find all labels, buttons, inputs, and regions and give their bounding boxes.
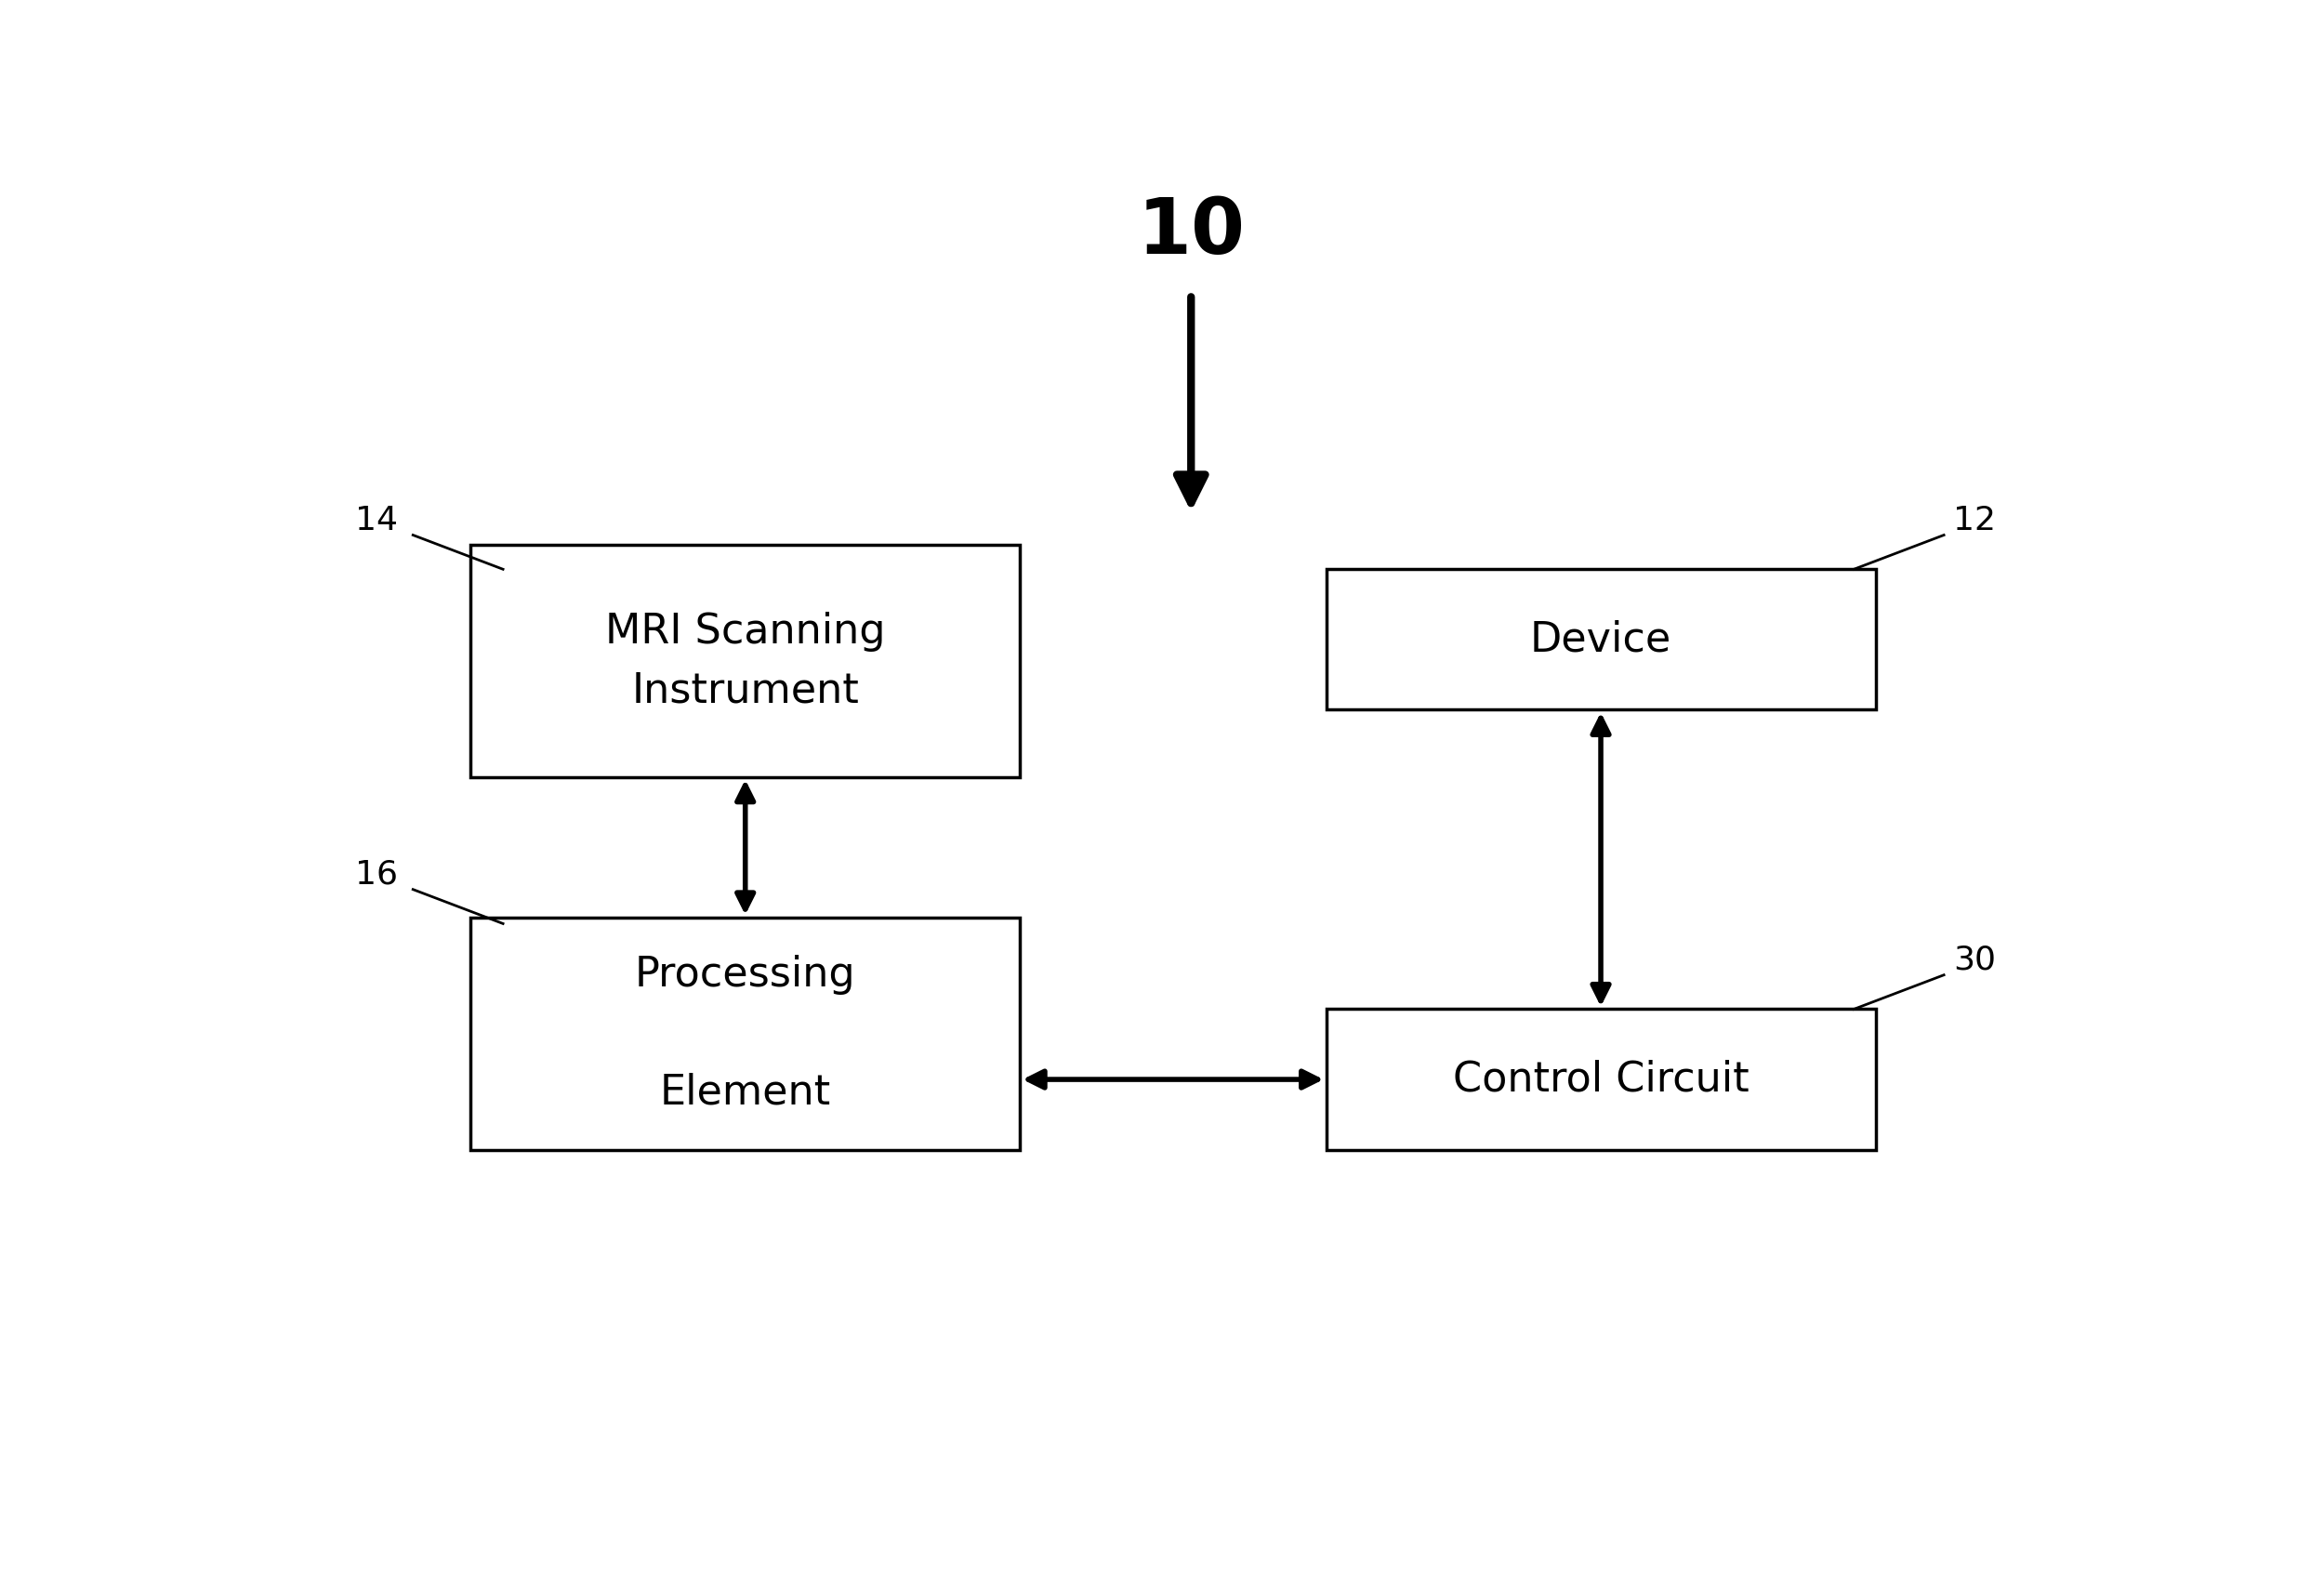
Text: Device: Device (1529, 619, 1671, 660)
Bar (1327, 570, 1875, 709)
Text: 30: 30 (1952, 944, 1996, 976)
Text: MRI Scanning
Instrument: MRI Scanning Instrument (604, 611, 885, 711)
Text: Processing

Element: Processing Element (634, 955, 855, 1112)
Text: 12: 12 (1952, 505, 1996, 536)
Text: 14: 14 (356, 505, 397, 536)
Text: 10: 10 (1136, 195, 1246, 270)
Bar (469, 917, 1020, 1149)
Text: 16: 16 (356, 859, 397, 890)
Text: Control Circuit: Control Circuit (1452, 1060, 1750, 1100)
Bar (469, 544, 1020, 778)
Bar (1327, 1009, 1875, 1149)
